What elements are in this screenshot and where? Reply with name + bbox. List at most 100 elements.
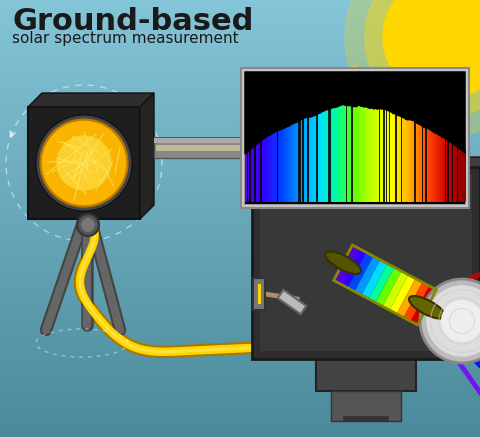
Bar: [301, 120, 303, 202]
Bar: [420, 126, 422, 202]
Bar: [264, 142, 266, 202]
Bar: [292, 114, 294, 202]
Bar: [343, 105, 345, 202]
Bar: [460, 140, 462, 202]
Bar: [307, 72, 309, 204]
Bar: [456, 139, 458, 202]
Bar: [340, 100, 342, 202]
Bar: [250, 140, 258, 156]
Bar: [273, 129, 275, 202]
Bar: [452, 139, 454, 202]
Bar: [402, 104, 404, 202]
Bar: [379, 72, 380, 204]
Bar: [354, 100, 356, 202]
Bar: [156, 145, 246, 151]
Bar: [396, 108, 398, 202]
Bar: [364, 105, 366, 202]
Bar: [447, 135, 449, 202]
Bar: [374, 104, 376, 202]
Bar: [375, 106, 377, 202]
Bar: [316, 113, 318, 202]
Polygon shape: [376, 267, 401, 306]
Bar: [268, 134, 270, 202]
Bar: [295, 119, 297, 202]
Bar: [315, 102, 317, 202]
Bar: [350, 94, 352, 202]
Bar: [459, 149, 461, 202]
Bar: [289, 122, 291, 202]
Bar: [454, 145, 456, 202]
Bar: [370, 108, 372, 202]
Bar: [365, 104, 367, 202]
Bar: [245, 151, 247, 202]
Bar: [296, 118, 298, 202]
Bar: [392, 108, 394, 202]
Bar: [334, 98, 336, 202]
Bar: [413, 123, 415, 202]
Bar: [452, 72, 453, 204]
Bar: [380, 98, 382, 202]
Bar: [390, 112, 392, 202]
Polygon shape: [390, 275, 415, 314]
Bar: [288, 124, 290, 202]
Bar: [441, 129, 443, 202]
Bar: [245, 72, 465, 204]
Bar: [335, 96, 337, 202]
Polygon shape: [404, 282, 429, 321]
Circle shape: [345, 0, 480, 137]
Bar: [300, 122, 302, 202]
Bar: [277, 130, 279, 202]
Bar: [353, 107, 355, 202]
Bar: [267, 138, 269, 202]
Bar: [430, 128, 432, 202]
Bar: [401, 72, 402, 204]
Bar: [325, 109, 327, 202]
Bar: [383, 72, 385, 204]
Bar: [387, 111, 389, 202]
Bar: [308, 114, 310, 202]
Bar: [393, 113, 395, 202]
Bar: [257, 284, 261, 304]
Bar: [327, 104, 329, 202]
Bar: [359, 93, 361, 202]
Bar: [331, 102, 333, 202]
Bar: [462, 145, 464, 202]
Bar: [385, 72, 387, 204]
Bar: [254, 72, 255, 204]
Bar: [323, 107, 325, 202]
Bar: [360, 91, 362, 202]
Bar: [248, 144, 250, 202]
Bar: [330, 101, 332, 202]
Bar: [274, 131, 276, 202]
Bar: [382, 108, 384, 202]
Circle shape: [365, 0, 480, 117]
Bar: [329, 97, 331, 202]
Polygon shape: [140, 93, 154, 219]
Bar: [252, 148, 254, 202]
Bar: [423, 127, 425, 202]
Bar: [260, 135, 262, 202]
Bar: [298, 116, 300, 202]
Bar: [272, 129, 274, 202]
Polygon shape: [252, 157, 480, 167]
Bar: [415, 121, 417, 202]
Bar: [384, 98, 386, 202]
Bar: [429, 130, 431, 202]
Bar: [435, 135, 437, 202]
Bar: [434, 125, 436, 202]
Bar: [428, 130, 430, 202]
Bar: [416, 123, 418, 202]
Ellipse shape: [325, 251, 361, 274]
Bar: [457, 144, 459, 202]
Bar: [351, 72, 353, 204]
Circle shape: [36, 115, 132, 211]
Bar: [433, 124, 435, 202]
Ellipse shape: [409, 296, 445, 319]
Bar: [333, 95, 335, 202]
Bar: [311, 102, 313, 202]
Bar: [287, 121, 289, 202]
Bar: [352, 94, 354, 202]
Bar: [331, 391, 401, 421]
Bar: [447, 72, 449, 204]
Bar: [302, 111, 304, 202]
